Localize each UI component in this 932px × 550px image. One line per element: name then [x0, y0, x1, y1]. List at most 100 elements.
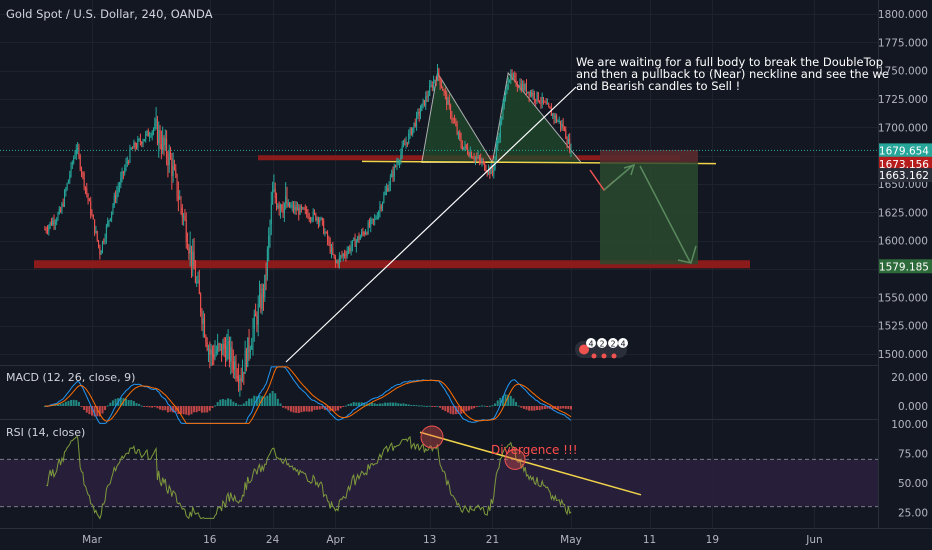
candle-299 — [434, 79, 436, 84]
candle-body — [217, 344, 219, 352]
price-tick-label: 1500.000 — [878, 349, 928, 361]
candle-body — [188, 248, 190, 254]
candle-body — [159, 130, 161, 145]
macd-histogram-bar — [93, 406, 96, 417]
candle-319 — [460, 132, 462, 149]
candle-body — [455, 122, 457, 126]
candle-body — [456, 125, 458, 134]
candle-body — [333, 253, 335, 257]
macd-pane[interactable]: MACD (12, 26, close, 9) — [6, 366, 572, 424]
candle-6 — [50, 217, 52, 226]
macd-histogram-bar — [135, 403, 138, 406]
candle-203 — [308, 212, 310, 223]
candle-107 — [183, 213, 185, 226]
candle-330 — [474, 155, 476, 166]
candle-body — [418, 111, 420, 116]
rsi-tick-label: 25.00 — [898, 508, 928, 520]
macd-histogram-bar — [300, 406, 303, 413]
macd-histogram-bar — [295, 406, 298, 413]
candle-body — [158, 130, 160, 144]
candle-326 — [469, 146, 471, 159]
candle-144 — [231, 341, 233, 374]
price-pane[interactable] — [0, 63, 878, 397]
candle-31 — [83, 171, 85, 191]
candle-369 — [526, 79, 528, 96]
candle-346 — [495, 139, 497, 161]
candle-body — [395, 165, 397, 167]
candle-104 — [179, 190, 181, 200]
candle-349 — [499, 118, 501, 143]
candle-body — [450, 105, 452, 117]
candle-221 — [332, 241, 334, 256]
candle-body — [190, 245, 192, 266]
macd-histogram-bar — [153, 406, 156, 408]
candle-38 — [92, 214, 94, 220]
candle-245 — [363, 231, 365, 237]
candle-body — [226, 345, 228, 361]
candle-body — [512, 75, 514, 77]
candle-77 — [143, 138, 145, 142]
candle-body — [192, 251, 194, 266]
candle-body — [172, 166, 174, 176]
candle-body — [282, 210, 284, 213]
candle-body — [103, 241, 105, 243]
candle-17 — [65, 186, 67, 197]
candle-body — [416, 113, 418, 127]
time-axis[interactable]: Mar 16 24 Apr 13 21 May 11 19 Jun — [82, 534, 823, 546]
rsi-pane[interactable]: RSI (14, close) Divergence !!! — [0, 425, 878, 520]
macd-histogram-bar — [381, 403, 384, 406]
candle-215 — [324, 228, 326, 237]
candle-199 — [303, 206, 305, 211]
macd-histogram-bar — [148, 406, 151, 408]
candle-226 — [338, 252, 340, 269]
candle-body — [444, 90, 446, 94]
candle-body — [313, 211, 315, 214]
candle-body — [350, 246, 352, 251]
candle-121 — [201, 308, 203, 331]
events-badge[interactable]: 4 2 2 4 — [575, 338, 628, 359]
candle-body — [472, 157, 474, 159]
candle-213 — [321, 217, 323, 226]
macd-histogram-bar — [253, 395, 256, 406]
candle-9 — [54, 219, 56, 230]
candle-315 — [455, 118, 457, 127]
macd-histogram-bar — [287, 406, 290, 411]
candle-body — [349, 247, 351, 251]
candle-337 — [484, 161, 486, 172]
candle-165 — [259, 280, 261, 308]
candle-body — [366, 232, 368, 234]
candle-body — [518, 86, 520, 88]
candle-375 — [533, 90, 535, 104]
candle-305 — [442, 86, 444, 91]
candle-body — [503, 97, 505, 106]
candle-body — [262, 288, 264, 298]
candle-177 — [274, 182, 276, 204]
candle-352 — [503, 95, 505, 110]
candle-body — [425, 96, 427, 106]
candle-174 — [270, 191, 272, 236]
rsi-line — [45, 435, 572, 520]
candle-body — [268, 235, 270, 250]
candle-266 — [391, 169, 393, 178]
target-price-label: 1663.162 — [879, 168, 932, 183]
candle-body — [45, 229, 47, 231]
candle-body — [290, 206, 292, 208]
macd-histogram-bar — [460, 406, 463, 414]
candle-body — [86, 188, 88, 194]
target-arrow-head — [677, 245, 697, 264]
macd-histogram-bar — [111, 400, 114, 406]
candle-body — [328, 240, 330, 242]
candle-74 — [139, 133, 141, 146]
macd-histogram-bar — [412, 404, 415, 406]
candle-body — [253, 314, 255, 329]
macd-histogram-bar — [462, 406, 465, 414]
candle-338 — [485, 164, 487, 173]
macd-histogram-bar — [501, 395, 504, 406]
last-price-label: 1679.654 — [879, 143, 932, 158]
candle-396 — [561, 120, 563, 131]
time-tick-label: 24 — [266, 534, 280, 546]
candle-301 — [437, 63, 439, 82]
macd-histogram-bar — [271, 390, 274, 406]
candle-376 — [535, 98, 537, 106]
